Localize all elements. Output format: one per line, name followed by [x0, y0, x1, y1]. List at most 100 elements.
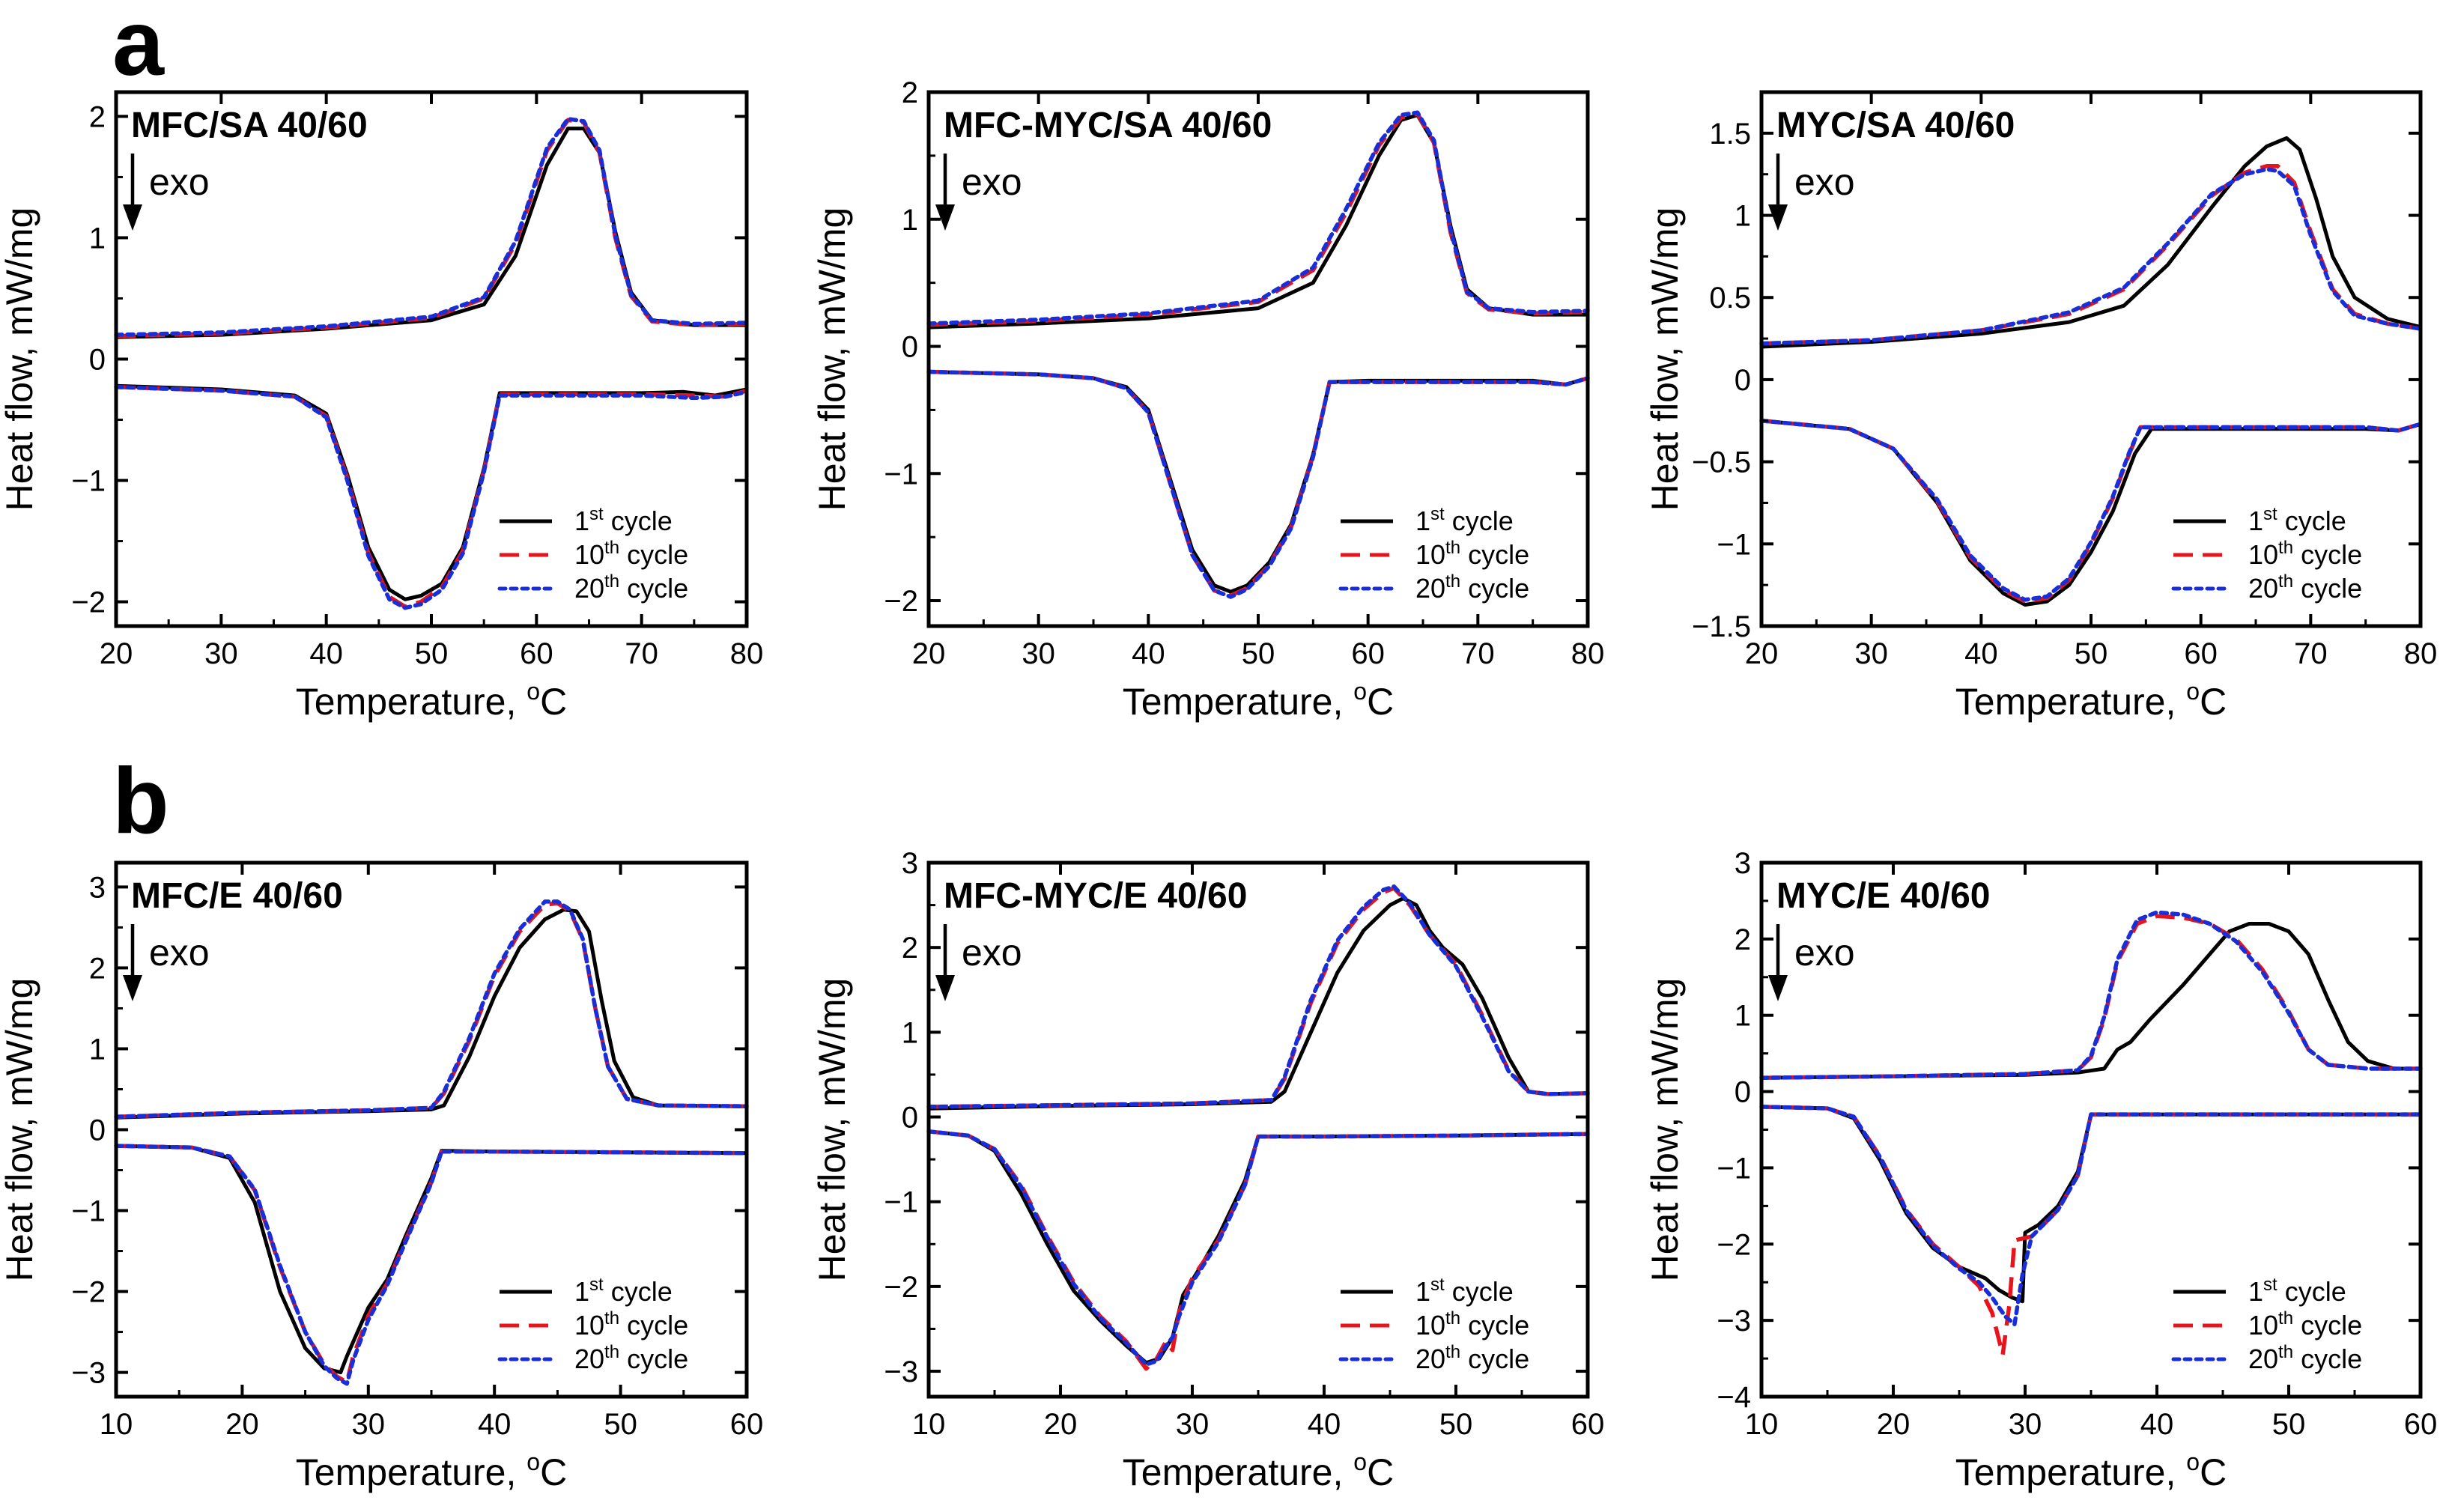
chart-4: 10 20 30 40 50 60 −3 −2 −1 0 1 2 3 MFC/E 40/60 exo Heat… — [0, 860, 764, 1493]
y-tick-label: 0 — [89, 344, 106, 377]
x-tick-label: 80 — [730, 637, 764, 670]
x-tick-label: 60 — [1571, 1408, 1605, 1441]
series-1-heating-line — [1761, 136, 2421, 349]
x-axis-label: Temperature, oC — [1123, 678, 1394, 723]
y-tick-label: 0 — [902, 1102, 918, 1135]
chart-title: MFC-MYC/SA 40/60 — [944, 106, 1272, 145]
x-tick-label: 30 — [352, 1408, 386, 1441]
x-tick-label: 40 — [2140, 1408, 2174, 1441]
chart-1: 20 30 40 50 60 70 80 −2 −1 0 1 2 MFC/SA 40/60 exo Heat… — [0, 90, 764, 723]
x-tick-label: 30 — [1022, 637, 1055, 670]
x-tick-label: 50 — [2075, 637, 2108, 670]
exo-label: exo — [962, 161, 1022, 203]
x-tick-label: 40 — [309, 637, 343, 670]
x-tick-label: 30 — [204, 637, 238, 670]
series-1-heating-line — [115, 127, 747, 339]
exo-label: exo — [962, 932, 1022, 974]
exo-arrow-icon — [1768, 204, 1788, 231]
chart-title: MYC/SA 40/60 — [1776, 106, 2015, 145]
x-tick-label: 20 — [1877, 1408, 1911, 1441]
y-axis-label: Heat flow, mW/mg — [811, 978, 853, 1282]
x-tick-label: 30 — [1854, 637, 1888, 670]
y-tick-label: −1 — [1717, 528, 1751, 561]
chart-title: MFC-MYC/E 40/60 — [944, 876, 1247, 916]
x-tick-label: 60 — [1351, 637, 1385, 670]
y-tick-label: 2 — [89, 100, 106, 133]
y-tick-label: 2 — [1735, 923, 1751, 956]
y-tick-label: 1.5 — [1709, 118, 1751, 151]
x-tick-label: 70 — [1461, 637, 1495, 670]
exo-label: exo — [1794, 161, 1855, 203]
y-tick-label: −1 — [884, 458, 918, 491]
x-tick-label: 10 — [912, 1408, 946, 1441]
y-tick-label: 1 — [902, 204, 918, 237]
exo-arrow-icon — [123, 975, 142, 1001]
x-tick-label: 70 — [625, 637, 658, 670]
y-tick-label: 0 — [902, 331, 918, 364]
legend-label-2: 10th cycle — [2248, 538, 2362, 570]
legend-label-2: 10th cycle — [2248, 1308, 2362, 1341]
legend-label-3: 20th cycle — [2248, 1342, 2362, 1374]
y-tick-label: 2 — [89, 952, 106, 985]
y-tick-label: −3 — [71, 1357, 106, 1390]
series-3-heating-line — [1759, 910, 2423, 1080]
x-tick-label: 20 — [1044, 1408, 1078, 1441]
x-tick-label: 70 — [2294, 637, 2328, 670]
exo-arrow-icon — [1768, 975, 1788, 1001]
legend-label-1: 1st cycle — [574, 504, 673, 536]
y-axis-label: Heat flow, mW/mg — [811, 207, 853, 511]
x-tick-label: 40 — [478, 1408, 512, 1441]
x-tick-label: 60 — [730, 1408, 764, 1441]
chart-title: MFC/SA 40/60 — [131, 106, 368, 145]
y-tick-label: −2 — [71, 586, 106, 619]
chart-2: 20 30 40 50 60 70 80 −2 −1 0 1 2 MFC-MYC/SA 40/60 exo… — [811, 76, 1604, 723]
y-axis-label: Heat flow, mW/mg — [1644, 978, 1686, 1282]
exo-label: exo — [1794, 932, 1855, 974]
y-tick-label: 1 — [89, 1033, 106, 1066]
legend-label-2: 10th cycle — [574, 1308, 688, 1341]
x-tick-label: 50 — [1242, 637, 1275, 670]
x-axis-label: Temperature, oC — [1123, 1448, 1394, 1493]
series-3-cooling-line — [926, 369, 1590, 599]
y-tick-label: −1 — [71, 465, 106, 498]
y-tick-label: 3 — [89, 871, 106, 904]
legend-label-3: 20th cycle — [574, 1342, 688, 1374]
y-tick-label: −1 — [884, 1186, 918, 1219]
x-tick-label: 80 — [1571, 637, 1605, 670]
series-2-heating-line — [115, 901, 747, 1119]
x-tick-label: 20 — [100, 637, 133, 670]
chart-6: 10 20 30 40 50 60 −4 −3 −2 −1 0 1 2 3 MYC/E 40/60 exo He… — [1644, 847, 2437, 1493]
x-tick-label: 30 — [1176, 1408, 1210, 1441]
x-tick-label: 40 — [1132, 637, 1165, 670]
legend-label-3: 20th cycle — [1415, 571, 1529, 604]
y-tick-label: 1 — [1735, 1000, 1751, 1033]
legend-label-3: 20th cycle — [574, 571, 688, 604]
legend-label-3: 20th cycle — [1415, 1342, 1529, 1374]
x-axis-label: Temperature, oC — [296, 1448, 567, 1493]
x-tick-label: 40 — [1308, 1408, 1341, 1441]
series-3-heating-line — [114, 899, 749, 1119]
y-tick-label: 0 — [89, 1114, 106, 1147]
chart-5: 10 20 30 40 50 60 −3 −2 −1 0 1 2 3 MFC-MYC/E 40/60 exo… — [811, 847, 1604, 1493]
y-tick-label: −2 — [1717, 1228, 1751, 1261]
series-1-cooling-line — [1761, 1105, 2421, 1304]
exo-arrow-icon — [935, 975, 955, 1001]
series-3-heating-line — [926, 884, 1590, 1109]
y-tick-label: −0.5 — [1692, 446, 1751, 479]
y-tick-label: 1 — [1735, 200, 1751, 233]
series-3-cooling-line — [1759, 419, 2423, 602]
chart-title: MFC/E 40/60 — [131, 876, 343, 916]
legend-label-2: 10th cycle — [574, 538, 688, 570]
series-3-cooling-line — [114, 1144, 749, 1386]
x-tick-label: 10 — [100, 1408, 133, 1441]
exo-arrow-icon — [935, 204, 955, 231]
y-tick-label: 3 — [902, 847, 918, 880]
x-tick-label: 50 — [415, 637, 449, 670]
legend-label-1: 1st cycle — [1415, 504, 1514, 536]
y-tick-label: 1 — [89, 222, 106, 255]
